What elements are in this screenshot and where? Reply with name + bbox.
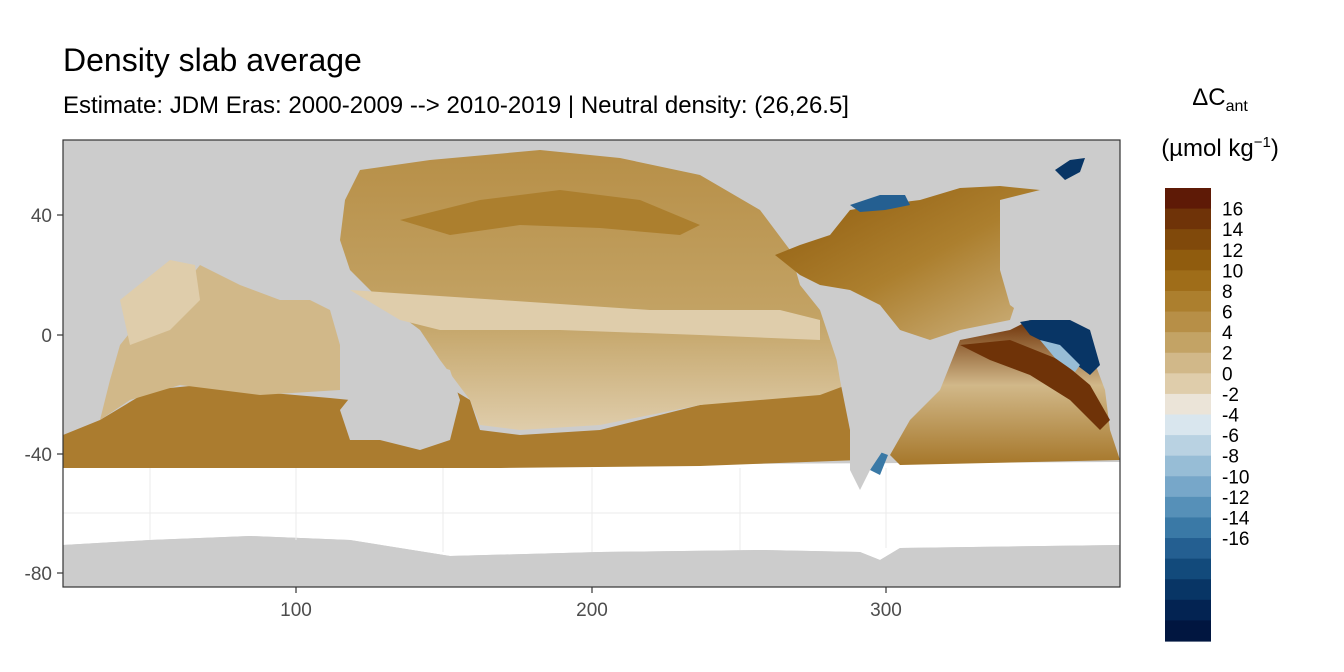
x-tick-label: 100 [280, 600, 312, 621]
land-australia [340, 360, 460, 450]
legend-label: 14 [1222, 220, 1244, 241]
chart-subtitle: Estimate: JDM Eras: 2000-2009 --> 2010-2… [63, 92, 849, 119]
legend-swatch [1165, 290, 1211, 313]
legend-unit: (µmol kg−1) [1161, 134, 1279, 162]
legend-swatch [1165, 332, 1211, 354]
negative-patch-agulhas-edge [1040, 340, 1080, 372]
legend-swatch [1165, 496, 1211, 519]
y-tick-label: 0 [41, 326, 52, 347]
legend-swatch [1165, 455, 1211, 477]
legend-swatch [1165, 414, 1211, 436]
land-africa [1000, 190, 1100, 320]
legend-label: 4 [1222, 323, 1233, 344]
y-tick-label: -80 [25, 564, 52, 585]
legend-label: 8 [1222, 282, 1233, 303]
legend-swatch [1165, 229, 1211, 251]
legend-label: -2 [1222, 385, 1239, 406]
legend-swatch [1165, 393, 1211, 416]
legend-swatch [1165, 188, 1211, 210]
legend-colorbar [1165, 188, 1211, 642]
legend-swatch [1165, 538, 1211, 560]
legend-label: -8 [1222, 447, 1239, 468]
gridlines [63, 468, 1120, 552]
legend-swatch [1165, 476, 1211, 498]
legend-label: 0 [1222, 364, 1233, 385]
ocean-atlantic-dark-band [960, 340, 1110, 430]
map-panel [63, 140, 1120, 587]
legend-title: ΔCant [1192, 84, 1248, 115]
legend-swatch [1165, 208, 1211, 230]
legend-label: -16 [1222, 529, 1249, 550]
legend-swatch [1165, 352, 1211, 374]
legend-swatch [1165, 311, 1211, 333]
legend-label: -6 [1222, 426, 1239, 447]
legend-swatch [1165, 270, 1211, 292]
legend-label: 12 [1222, 241, 1243, 262]
ocean-atlantic-north [775, 186, 1060, 340]
land-antarctica [63, 536, 1120, 587]
legend-swatch [1165, 620, 1211, 642]
legend-swatch [1165, 373, 1211, 395]
legend-swatch [1165, 599, 1211, 622]
negative-patch-south-america [870, 452, 888, 475]
ocean-indian-west [120, 260, 200, 345]
legend-label: -14 [1222, 508, 1250, 529]
legend-label: -4 [1222, 406, 1239, 427]
legend-label: -12 [1222, 488, 1249, 509]
legend-swatch [1165, 579, 1211, 601]
ocean-indian [100, 265, 340, 420]
land-south-america [830, 315, 930, 490]
negative-patch-north-atlantic [850, 195, 910, 212]
x-tick-label: 300 [870, 600, 902, 621]
legend-label: 2 [1222, 344, 1233, 365]
axis-ticks [57, 214, 887, 593]
y-tick-label: -40 [25, 445, 52, 466]
negative-patch-arctic [1055, 158, 1085, 180]
legend-swatch [1165, 517, 1211, 539]
legend-label: 6 [1222, 303, 1233, 324]
legend-label: -10 [1222, 467, 1249, 488]
legend-swatch [1165, 249, 1211, 271]
ocean-pacific-equatorial [350, 290, 820, 340]
chart-title: Density slab average [63, 42, 362, 78]
x-tick-label: 200 [576, 600, 608, 621]
legend-label: 16 [1222, 200, 1243, 221]
legend-label: 10 [1222, 261, 1243, 282]
legend-swatch [1165, 435, 1211, 457]
y-tick-label: 40 [31, 206, 52, 227]
ocean-pacific-north [400, 190, 700, 235]
legend-swatch [1165, 558, 1211, 580]
